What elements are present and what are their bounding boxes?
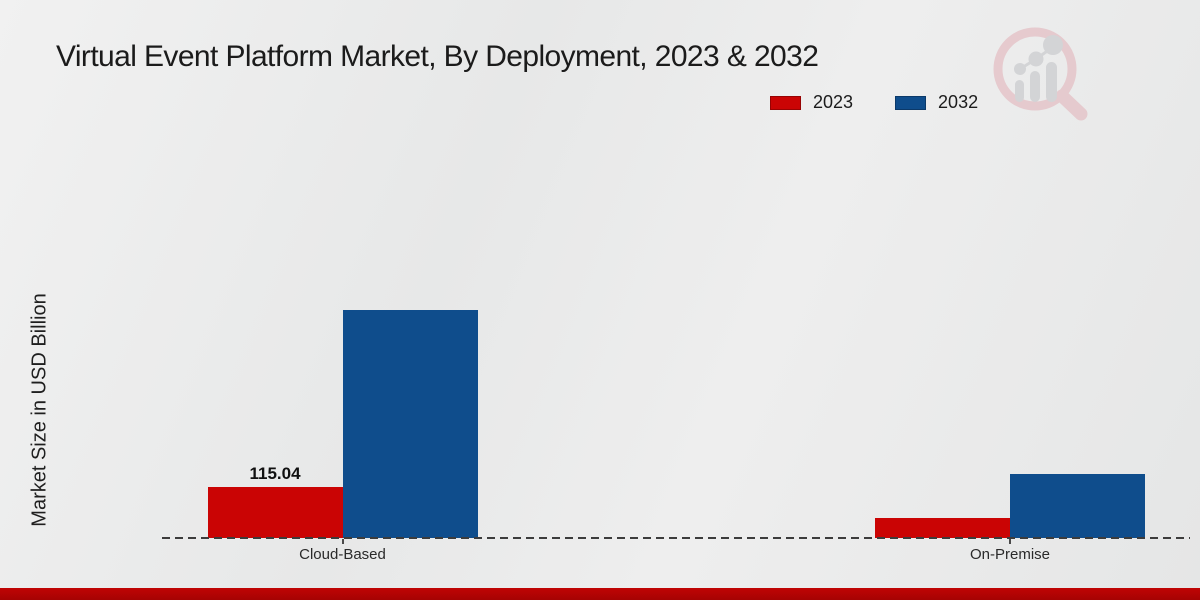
bar-cloud-based-2032 <box>342 310 478 538</box>
legend-swatch-2023 <box>770 95 801 110</box>
x-tick-cloud-based <box>341 539 344 544</box>
magnifier-bar-chart-logo-icon <box>983 20 1098 122</box>
legend: 2023 2032 <box>770 92 978 113</box>
x-category-label-on-premise: On-Premise <box>969 546 1051 563</box>
bar-on-premise-2032 <box>1010 474 1145 538</box>
chart-title: Virtual Event Platform Market, By Deploy… <box>56 40 819 73</box>
bar-value-label: 115.04 <box>249 464 301 483</box>
footer-accent-bar <box>0 588 1200 600</box>
legend-swatch-2032 <box>895 95 927 110</box>
x-tick-on-premise <box>1009 539 1011 544</box>
bar-on-premise-2023 <box>875 518 1010 538</box>
legend-label-2023: 2023 <box>813 92 854 112</box>
legend-label-2032: 2032 <box>938 92 979 112</box>
bar-cloud-based-2023 <box>207 487 343 538</box>
legend-item-2032: 2032 <box>895 92 978 113</box>
x-category-label-cloud-based: Cloud-Based <box>299 546 386 563</box>
x-axis-baseline <box>162 537 1190 539</box>
legend-item-2023: 2023 <box>770 92 853 113</box>
